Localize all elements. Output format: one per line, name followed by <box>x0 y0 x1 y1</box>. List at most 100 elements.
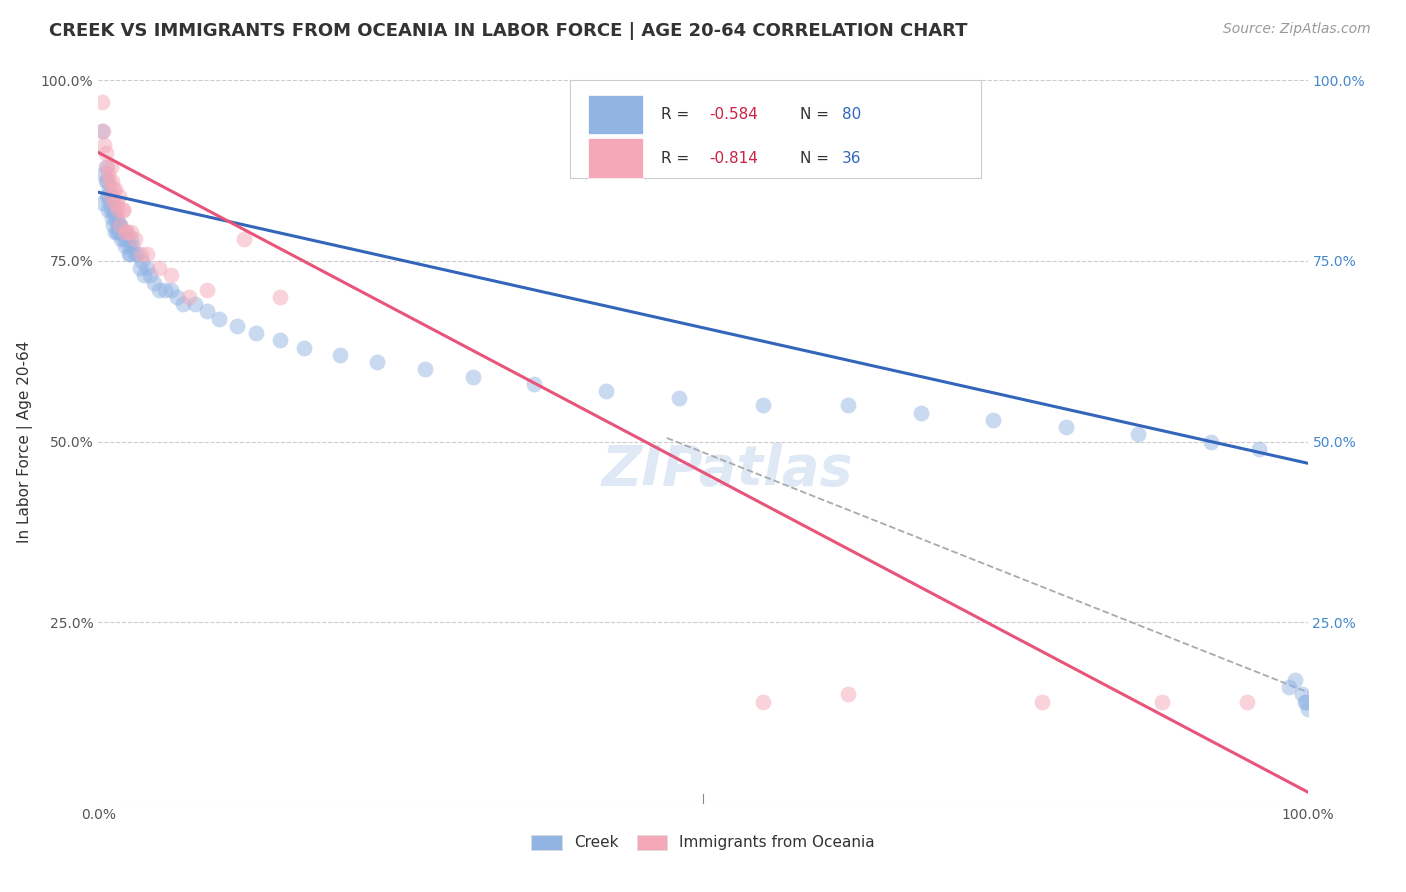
Point <box>101 182 124 196</box>
Point <box>97 203 120 218</box>
Point <box>232 232 254 246</box>
Point <box>135 246 157 260</box>
Point <box>100 196 122 211</box>
Point <box>120 232 142 246</box>
Point <box>118 239 141 253</box>
Point <box>148 261 170 276</box>
Text: -0.814: -0.814 <box>709 151 758 166</box>
Point <box>981 413 1004 427</box>
Point <box>1152 695 1174 709</box>
Point <box>595 384 617 398</box>
Point <box>98 174 121 188</box>
Point <box>111 203 134 218</box>
Point <box>104 182 127 196</box>
Point <box>114 225 136 239</box>
Point <box>1291 687 1313 701</box>
Point <box>1278 680 1301 694</box>
Point <box>1054 420 1077 434</box>
Point <box>143 276 166 290</box>
Point <box>131 253 153 268</box>
Point <box>100 174 122 188</box>
Text: Source: ZipAtlas.com: Source: ZipAtlas.com <box>1223 22 1371 37</box>
Text: 80: 80 <box>842 107 862 122</box>
Point <box>208 311 231 326</box>
Point <box>269 334 291 348</box>
Point <box>94 145 117 160</box>
Point <box>463 369 485 384</box>
Point <box>752 695 775 709</box>
Point <box>100 203 122 218</box>
Point <box>134 268 156 283</box>
Point <box>94 160 117 174</box>
Point <box>329 348 352 362</box>
Point <box>837 687 859 701</box>
Point <box>94 174 117 188</box>
Text: ZIPatlas: ZIPatlas <box>602 443 853 498</box>
Point <box>105 211 128 225</box>
Point <box>523 376 546 391</box>
Point <box>108 218 131 232</box>
Point <box>114 239 136 253</box>
Point <box>97 189 120 203</box>
Point <box>129 246 152 260</box>
Point <box>108 218 131 232</box>
Point <box>124 232 146 246</box>
Point <box>103 196 125 211</box>
Text: 36: 36 <box>842 151 862 166</box>
Point <box>111 225 134 239</box>
Point <box>153 283 176 297</box>
Point <box>139 268 162 283</box>
Point <box>105 225 128 239</box>
Point <box>292 341 315 355</box>
Point <box>98 196 121 211</box>
Point <box>179 290 201 304</box>
Point <box>108 225 131 239</box>
Point <box>104 225 127 239</box>
Point <box>166 290 188 304</box>
Point <box>1128 427 1150 442</box>
Point <box>160 268 183 283</box>
FancyBboxPatch shape <box>569 80 981 178</box>
Point <box>91 124 114 138</box>
Point <box>101 203 124 218</box>
Point <box>91 124 114 138</box>
Point <box>184 297 207 311</box>
Point <box>121 239 143 253</box>
Point <box>172 297 194 311</box>
Point <box>107 203 129 218</box>
Text: N =: N = <box>800 151 834 166</box>
Point <box>120 225 142 239</box>
Point <box>269 290 291 304</box>
Point <box>1284 673 1306 687</box>
Point <box>101 218 124 232</box>
Point <box>118 246 141 260</box>
Point <box>96 189 118 203</box>
Point <box>226 318 249 333</box>
Point <box>752 398 775 412</box>
Point <box>127 246 149 260</box>
Point <box>100 189 122 203</box>
Point <box>910 406 932 420</box>
Point <box>100 211 122 225</box>
Point <box>100 160 122 174</box>
Y-axis label: In Labor Force | Age 20-64: In Labor Force | Age 20-64 <box>17 341 32 542</box>
Point <box>160 283 183 297</box>
Point <box>108 189 131 203</box>
Point <box>245 326 267 340</box>
Text: R =: R = <box>661 107 693 122</box>
Text: -0.584: -0.584 <box>709 107 758 122</box>
Point <box>110 232 132 246</box>
Point <box>105 196 128 211</box>
Point <box>1031 695 1053 709</box>
Point <box>124 246 146 260</box>
Point <box>104 211 127 225</box>
Point <box>91 196 114 211</box>
Point <box>103 196 125 211</box>
Point <box>413 362 436 376</box>
Point <box>107 218 129 232</box>
Text: N =: N = <box>800 107 834 122</box>
FancyBboxPatch shape <box>588 95 643 135</box>
Legend: Creek, Immigrants from Oceania: Creek, Immigrants from Oceania <box>524 829 882 856</box>
Point <box>111 203 134 218</box>
Point <box>195 304 218 318</box>
